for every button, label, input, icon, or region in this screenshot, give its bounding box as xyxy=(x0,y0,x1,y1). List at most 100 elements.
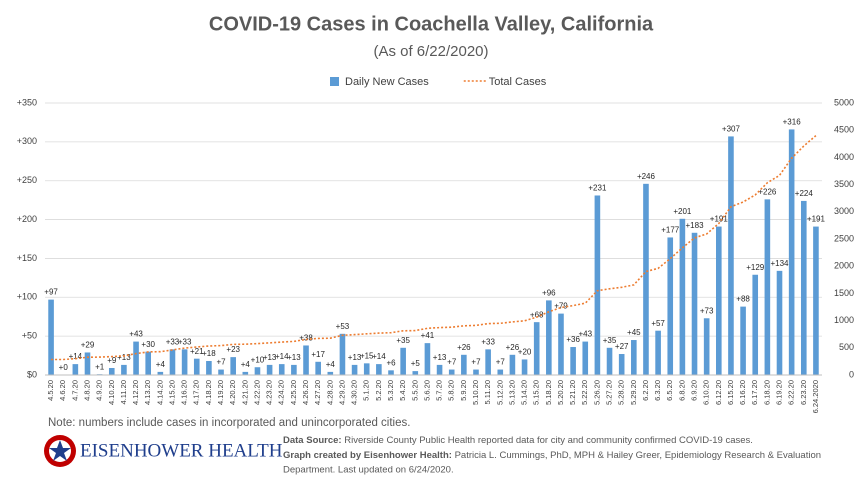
value-label: +33 xyxy=(481,337,495,346)
value-label: +17 xyxy=(311,350,325,359)
x-tick-label: 4.14.20 xyxy=(155,380,164,405)
x-tick-label: 5.14.20 xyxy=(520,380,529,405)
value-label: +35 xyxy=(396,336,410,345)
x-tick-label: 4.17.20 xyxy=(192,380,201,405)
bar xyxy=(509,354,516,375)
source: Data Source: Riverside County Public Hea… xyxy=(283,435,753,446)
bar xyxy=(631,340,637,375)
legend-label: Total Cases xyxy=(489,76,547,88)
source-label: Data Source: xyxy=(283,435,342,446)
value-label: +316 xyxy=(783,118,802,127)
x-tick-label: 4.11.20 xyxy=(119,380,128,404)
value-label: +5 xyxy=(411,359,421,368)
x-tick-label: 4.6.20 xyxy=(58,380,67,401)
bar xyxy=(618,354,625,375)
x-tick-label: 5.5.20 xyxy=(410,380,419,401)
chart-subtitle: (As of 6/22/2020) xyxy=(373,43,488,60)
x-tick-label: 5.28.20 xyxy=(617,380,626,405)
x-tick-label: 4.20.20 xyxy=(228,380,237,405)
value-label: +1 xyxy=(95,362,105,371)
bar xyxy=(291,364,297,375)
x-tick-label: 4.7.20 xyxy=(70,380,79,401)
value-label: +6 xyxy=(386,358,396,367)
value-label: +14 xyxy=(372,352,386,361)
value-label: +226 xyxy=(758,187,777,196)
bar xyxy=(108,368,115,375)
value-label: +26 xyxy=(506,343,520,352)
bar xyxy=(716,226,722,375)
x-tick-label: 4.30.20 xyxy=(350,380,359,405)
bar xyxy=(84,352,91,375)
y2-tick-label: 2500 xyxy=(834,233,854,243)
value-label: +73 xyxy=(700,306,714,315)
bar xyxy=(339,333,346,375)
x-tick-label: 4.29.20 xyxy=(337,380,346,405)
bar xyxy=(181,349,188,375)
x-tick-label: 6.16.20 xyxy=(738,380,747,405)
bar xyxy=(193,358,200,375)
bar xyxy=(582,341,589,375)
bar xyxy=(72,364,79,375)
value-label: +15 xyxy=(360,351,374,360)
x-tick-label: 6.22.20 xyxy=(787,380,796,405)
x-tick-label: 4.9.20 xyxy=(95,380,104,401)
y2-tick-label: 2000 xyxy=(834,261,854,271)
logo-text: Eisenhower Health xyxy=(80,440,283,461)
value-label: +43 xyxy=(578,330,592,339)
x-tick-label: 5.8.20 xyxy=(447,380,456,401)
x-tick-label: 4.13.20 xyxy=(143,380,152,405)
x-tick-label: 4.10.20 xyxy=(107,380,116,405)
bar xyxy=(303,345,309,375)
value-label: +177 xyxy=(661,226,680,235)
value-label: +10 xyxy=(251,355,265,364)
x-tick-label: 5.1.20 xyxy=(362,380,371,401)
x-tick-label: 5.4.20 xyxy=(398,380,407,401)
x-tick-label: 5.6.20 xyxy=(422,380,431,401)
bar xyxy=(169,349,176,375)
value-label: +27 xyxy=(615,342,629,351)
value-label: +14 xyxy=(275,352,289,361)
source-text: Riverside County Public Health reported … xyxy=(344,435,753,446)
x-tick-label: 5.2.20 xyxy=(374,380,383,401)
y2-tick-label: 1500 xyxy=(834,288,854,298)
value-label: +201 xyxy=(673,207,692,216)
x-tick-label: 5.18.20 xyxy=(544,380,553,405)
value-label: +246 xyxy=(637,172,656,181)
chart-title: COVID-19 Cases in Coachella Valley, Cali… xyxy=(209,13,654,35)
y2-tick-label: 1000 xyxy=(834,315,854,325)
total-line xyxy=(51,134,817,361)
value-label: +23 xyxy=(226,345,240,354)
y-tick-label: +100 xyxy=(17,292,37,302)
y-tick-label: +250 xyxy=(17,175,37,185)
value-label: +231 xyxy=(588,184,607,193)
bar xyxy=(655,330,661,375)
x-tick-label: 6.5.20 xyxy=(665,380,674,401)
value-label: +38 xyxy=(299,334,313,343)
bar xyxy=(703,318,710,375)
x-tick-label: 5.7.20 xyxy=(435,380,444,401)
y-tick-label: +150 xyxy=(17,253,37,263)
credit-text: Patricia L. Cummings, PhD, MPH & Hailey … xyxy=(455,450,821,461)
value-label: +43 xyxy=(129,330,143,339)
value-label: +53 xyxy=(336,322,350,331)
x-tick-label: 4.8.20 xyxy=(82,380,91,401)
x-tick-label: 5.12.20 xyxy=(495,380,504,405)
x-tick-label: 6.24.2020 xyxy=(811,380,820,413)
value-label: +0 xyxy=(59,363,69,372)
bar xyxy=(606,347,613,375)
value-label: +7 xyxy=(496,358,506,367)
value-label: +68 xyxy=(530,310,544,319)
value-label: +13 xyxy=(263,353,277,362)
bar xyxy=(461,354,467,375)
y-tick-label: $0 xyxy=(27,369,37,379)
x-tick-label: 5.21.20 xyxy=(568,380,577,405)
value-label: +97 xyxy=(44,288,58,297)
logo-star xyxy=(49,440,71,461)
value-label: +30 xyxy=(141,340,155,349)
x-tick-label: 5.13.20 xyxy=(507,380,516,405)
bar xyxy=(315,361,321,375)
credit-label: Graph created by Eisenhower Health: xyxy=(283,450,452,461)
bar xyxy=(121,364,127,375)
y2-tick-label: 4000 xyxy=(834,152,854,162)
